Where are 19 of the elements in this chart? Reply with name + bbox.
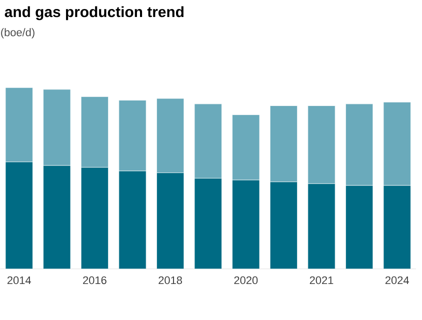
bar — [156, 172, 184, 269]
bar — [308, 184, 336, 269]
bar — [270, 182, 298, 269]
chart-title: and gas production trend — [4, 6, 184, 20]
chart-subtitle: (boe/d) — [1, 28, 34, 38]
bar — [80, 167, 109, 269]
bar — [118, 170, 146, 269]
x-tick-label: 2016 — [83, 276, 106, 284]
bar — [345, 185, 374, 269]
x-tick-label: 2018 — [158, 276, 182, 284]
x-tick-label: 2020 — [234, 276, 258, 284]
x-tick-label: 2021 — [310, 276, 334, 284]
bar — [383, 185, 411, 269]
bar — [43, 165, 71, 269]
bar — [5, 162, 33, 269]
bar — [194, 178, 222, 269]
x-tick-label: 2024 — [385, 276, 409, 284]
x-tick-label: 2014 — [7, 276, 31, 284]
bar — [232, 180, 260, 269]
